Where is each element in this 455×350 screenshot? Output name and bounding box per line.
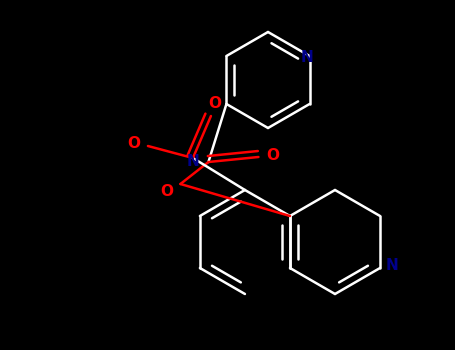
Text: O: O (266, 147, 279, 162)
Text: N: N (386, 258, 399, 273)
Text: N: N (187, 154, 199, 169)
Text: O: O (208, 97, 222, 112)
Text: N: N (300, 50, 313, 65)
Text: O: O (127, 136, 141, 152)
Text: O: O (160, 184, 173, 200)
